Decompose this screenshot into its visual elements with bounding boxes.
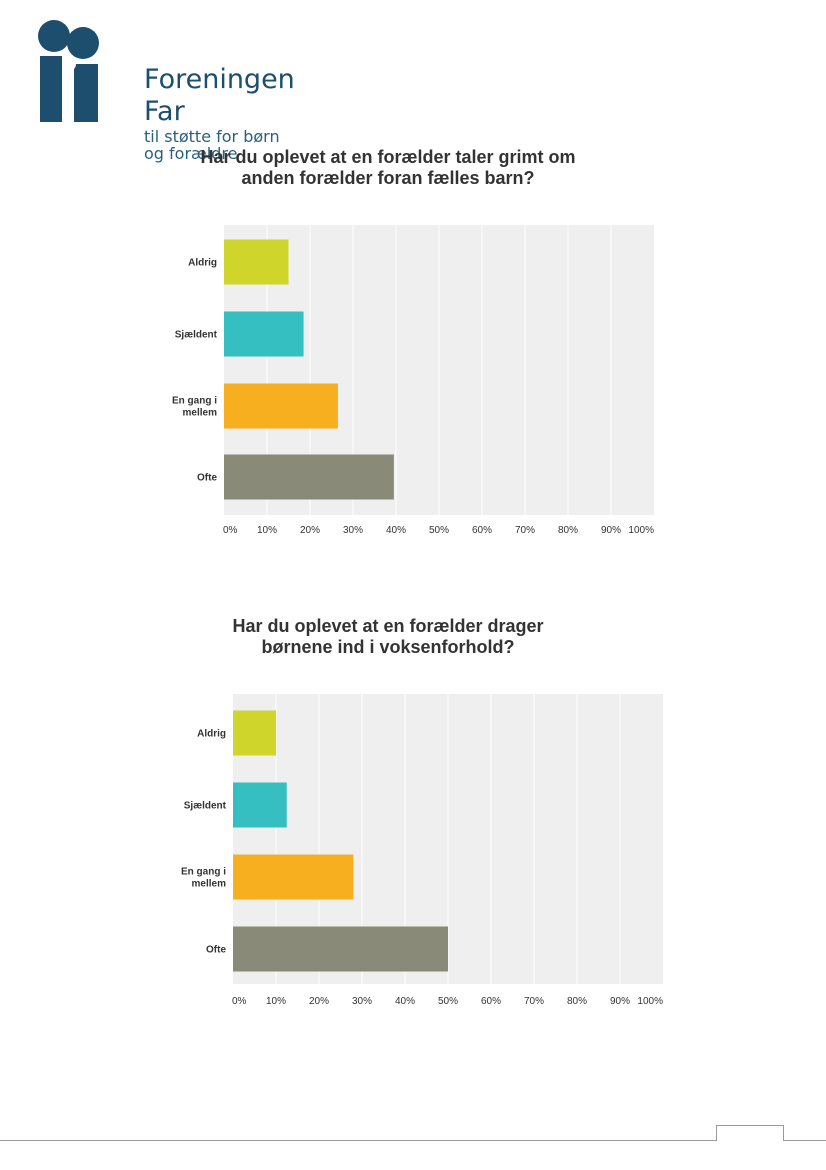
logo: Foreningen Far til støtte for børn og fo… [36,14,326,162]
tick-label: 50% [429,525,449,536]
category-label: mellem [183,408,218,419]
category-label: Sjældent [175,330,218,341]
tick-label: 70% [515,525,535,536]
category-label: En gang i [172,396,217,407]
tick-label: 70% [524,996,544,1007]
bar [233,782,287,828]
category-label: Aldrig [188,258,217,269]
tick-label: 20% [300,525,320,536]
tick-label: 20% [309,996,329,1007]
category-label: En gang i [181,867,226,878]
tick-label: 30% [343,525,363,536]
category-label: Sjældent [184,801,227,812]
logo-tagline-2: og forældre [144,144,238,163]
category-label: mellem [192,879,227,890]
bar [233,710,276,756]
chart-2-title: Har du oplevet at en forælder drager bør… [0,616,776,658]
tick-label: 90% [610,996,630,1007]
logo-name: Foreningen Far [144,64,295,127]
tick-label: 100% [637,996,663,1007]
tick-label: 10% [257,525,277,536]
tick-label: 80% [567,996,587,1007]
bar [224,239,289,285]
bar [233,926,448,972]
chart-1-title: Har du oplevet at en forælder taler grim… [0,147,776,189]
bar [224,311,304,357]
tick-label: 80% [558,525,578,536]
tick-label: 50% [438,996,458,1007]
bar [224,454,394,500]
tick-label: 90% [601,525,621,536]
tick-label: 0% [223,525,238,536]
logo-figure-icon [38,20,99,122]
chart-1-title-line-2: anden forælder foran fælles barn? [241,168,535,188]
tick-label: 0% [232,996,247,1007]
logo-tagline-1: til støtte for børn [144,127,280,146]
bar [224,383,338,429]
tick-label: 60% [472,525,492,536]
category-label: Ofte [197,473,217,484]
tick-label: 10% [266,996,286,1007]
tick-label: 40% [386,525,406,536]
bar [233,854,354,900]
tick-label: 40% [395,996,415,1007]
category-label: Ofte [206,945,226,956]
tick-label: 30% [352,996,372,1007]
footer-divider [0,1140,826,1141]
chart-2-title-line-1: Har du oplevet at en forælder drager [232,616,544,636]
tick-label: 100% [628,525,654,536]
chart-1-title-line-1: Har du oplevet at en forælder taler grim… [200,147,576,167]
page-number-box [716,1125,784,1141]
category-label: Aldrig [197,729,226,740]
tick-label: 60% [481,996,501,1007]
chart-2-title-line-2: børnene ind i voksenforhold? [261,637,515,657]
